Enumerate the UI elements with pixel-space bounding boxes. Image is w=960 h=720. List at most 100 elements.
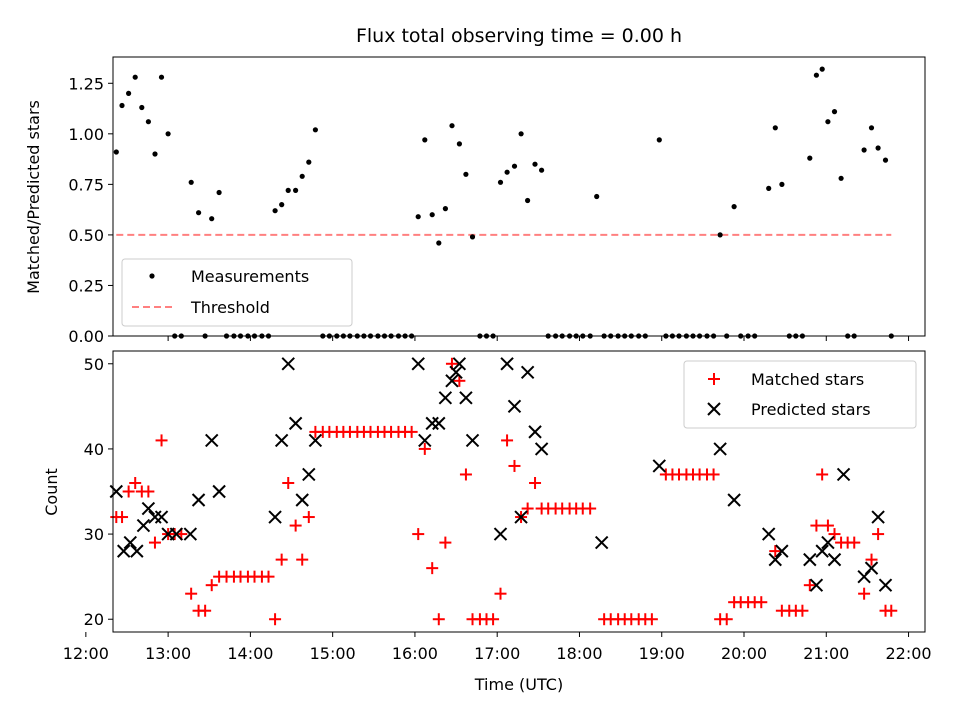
predicted-star-point	[836, 467, 851, 482]
matched-star-point	[302, 511, 315, 524]
predicted-star-point	[295, 493, 309, 507]
predicted-star-point	[109, 484, 123, 499]
matched-star-point	[816, 468, 829, 481]
matched-star-point	[494, 587, 507, 600]
measurement-point	[511, 163, 518, 169]
count-panel: Count Time (UTC) 20 30 40 50 12:00 13:00 14:00…	[42, 350, 932, 694]
matched-star-point	[848, 536, 861, 549]
bottom-y-tick-label: 30	[84, 525, 104, 544]
measurement-point	[497, 179, 504, 185]
measurement-point	[656, 137, 662, 143]
predicted-star-point	[425, 416, 439, 431]
predicted-star-point	[449, 365, 463, 379]
predicted-star-point	[308, 433, 323, 448]
measurement-point	[813, 72, 820, 78]
x-tick-label: 15:00	[310, 644, 356, 663]
measurement-point	[825, 119, 831, 125]
measurement-point	[158, 74, 165, 80]
x-tick-label: 12:00	[63, 644, 109, 663]
legend-predicted-marker	[707, 402, 721, 416]
predicted-star-point	[148, 510, 162, 524]
matched-star-point	[405, 425, 418, 438]
measurement-point	[285, 187, 291, 193]
bottom-data-marks	[109, 357, 898, 626]
matched-star-point	[858, 587, 871, 600]
predicted-star-point	[191, 493, 206, 507]
measurement-point	[456, 141, 462, 147]
legend-matched-label: Matched stars	[751, 370, 864, 389]
legend-predicted-label: Predicted stars	[751, 400, 871, 419]
predicted-star-point	[116, 544, 131, 558]
predicted-star-point	[514, 510, 528, 524]
measurement-point	[779, 181, 785, 187]
matched-star-point	[426, 562, 439, 575]
measurement-point	[504, 169, 510, 175]
predicted-star-point	[768, 552, 782, 567]
matched-star-point	[872, 528, 885, 541]
x-tick-label: 21:00	[803, 644, 849, 663]
measurement-point	[145, 119, 151, 125]
matched-star-point	[459, 468, 472, 481]
bottom-legend-box	[683, 360, 917, 429]
predicted-star-point	[520, 365, 535, 379]
top-legend: Measurements Threshold	[121, 258, 353, 327]
matched-star-point	[769, 545, 782, 558]
bottom-legend: Matched stars Predicted stars	[683, 360, 917, 429]
legend-measurements-marker	[149, 273, 155, 279]
matched-star-point	[205, 579, 218, 592]
predicted-star-point	[438, 391, 453, 405]
x-tick-label: 18:00	[556, 644, 602, 663]
matched-star-point	[508, 459, 521, 472]
predicted-star-point	[465, 433, 480, 448]
measurement-point	[272, 208, 278, 214]
measurement-point	[449, 123, 455, 129]
measurement-point	[209, 216, 215, 222]
measurement-point	[188, 179, 194, 185]
measurement-point	[717, 232, 723, 238]
predicted-star-point	[878, 578, 893, 592]
predicted-star-point	[528, 425, 542, 439]
matched-star-point	[282, 476, 295, 489]
predicted-star-point	[534, 442, 549, 456]
predicted-star-point	[183, 527, 198, 541]
matched-star-point	[185, 587, 198, 600]
measurement-point	[436, 240, 442, 246]
predicted-star-point	[827, 552, 842, 567]
predicted-star-point	[268, 510, 282, 524]
x-tick-label: 13:00	[145, 644, 191, 663]
matched-star-point	[487, 613, 500, 626]
matched-star-point	[821, 519, 834, 532]
measurement-point	[139, 104, 145, 111]
measurement-point	[731, 204, 737, 210]
predicted-star-point	[432, 416, 446, 431]
predicted-star-point	[141, 501, 156, 516]
top-y-tick-label: 0.25	[68, 276, 104, 295]
measurement-point	[442, 206, 448, 212]
measurement-point	[525, 197, 531, 204]
predicted-star-point	[713, 442, 727, 456]
matched-star-point	[865, 553, 878, 566]
matched-star-point	[432, 613, 445, 626]
matched-star-point	[755, 596, 768, 609]
x-tick-label: 19:00	[639, 644, 685, 663]
matched-star-point	[707, 468, 720, 481]
measurement-point	[429, 212, 435, 218]
matched-star-point	[148, 536, 161, 549]
matched-star-point	[645, 613, 658, 626]
predicted-star-point	[302, 467, 316, 482]
matched-star-point	[155, 434, 168, 447]
matched-star-point	[885, 604, 898, 617]
bottom-axes: 20 30 40 50 12:00 13:00 14:00 15:00 16:00 17:00 18…	[63, 350, 932, 663]
measurement-point	[463, 171, 469, 177]
measurement-point	[882, 157, 889, 163]
x-axis-label: Time (UTC)	[474, 675, 563, 694]
x-tick-label: 17:00	[474, 644, 520, 663]
matched-star-point	[275, 553, 288, 566]
predicted-star-point	[274, 433, 289, 448]
predicted-star-point	[507, 399, 522, 414]
predicted-star-point	[809, 578, 824, 592]
predicted-star-point	[761, 527, 776, 541]
predicted-star-point	[775, 544, 789, 558]
